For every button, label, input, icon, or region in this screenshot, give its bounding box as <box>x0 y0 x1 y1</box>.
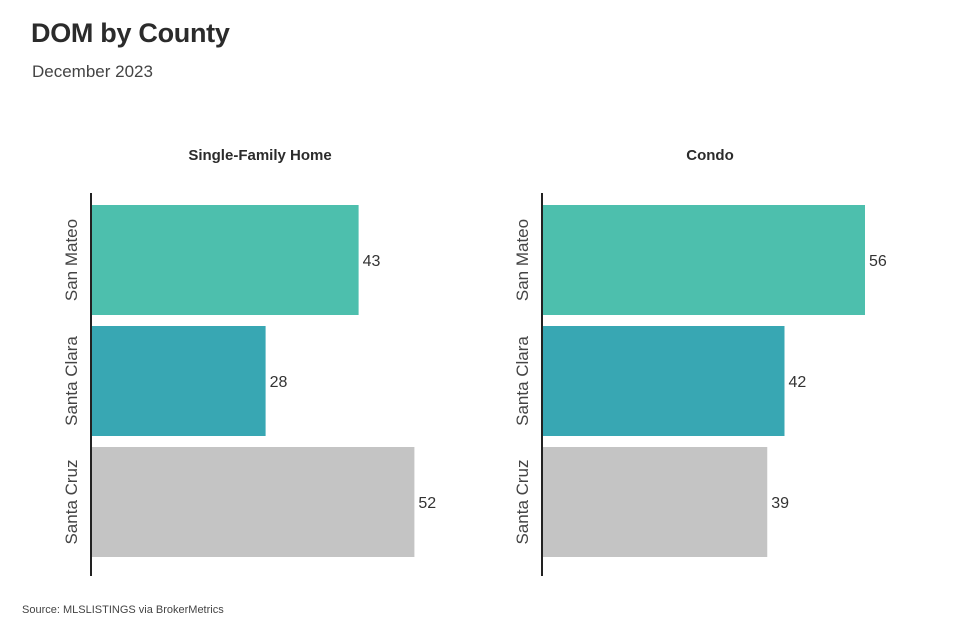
category-label-condo-san-mateo: San Mateo <box>513 219 532 301</box>
bar-condo-santa-clara <box>543 326 785 436</box>
value-label-single-family-home-san-mateo: 43 <box>363 253 381 270</box>
category-label-condo-santa-clara: Santa Clara <box>513 336 532 426</box>
panel-title-single-family-home: Single-Family Home <box>188 147 331 164</box>
category-label-single-family-home-santa-clara: Santa Clara <box>62 336 81 426</box>
value-label-single-family-home-santa-clara: 28 <box>270 374 288 391</box>
category-label-condo-santa-cruz: Santa Cruz <box>513 459 532 544</box>
panel-title-condo: Condo <box>686 147 733 164</box>
bar-single-family-home-santa-clara <box>92 326 266 436</box>
bar-single-family-home-san-mateo <box>92 205 359 315</box>
chart-title: DOM by County <box>31 18 230 48</box>
value-label-condo-santa-clara: 42 <box>789 374 807 391</box>
value-label-condo-san-mateo: 56 <box>869 253 887 270</box>
source-note: Source: MLSLISTINGS via BrokerMetrics <box>22 604 224 616</box>
bar-condo-santa-cruz <box>543 447 768 557</box>
value-label-single-family-home-santa-cruz: 52 <box>418 495 436 512</box>
chart-subtitle: December 2023 <box>32 62 153 81</box>
value-label-condo-santa-cruz: 39 <box>771 495 789 512</box>
category-label-single-family-home-san-mateo: San Mateo <box>62 219 81 301</box>
bar-condo-san-mateo <box>543 205 865 315</box>
bar-single-family-home-santa-cruz <box>92 447 415 557</box>
category-label-single-family-home-santa-cruz: Santa Cruz <box>62 459 81 544</box>
